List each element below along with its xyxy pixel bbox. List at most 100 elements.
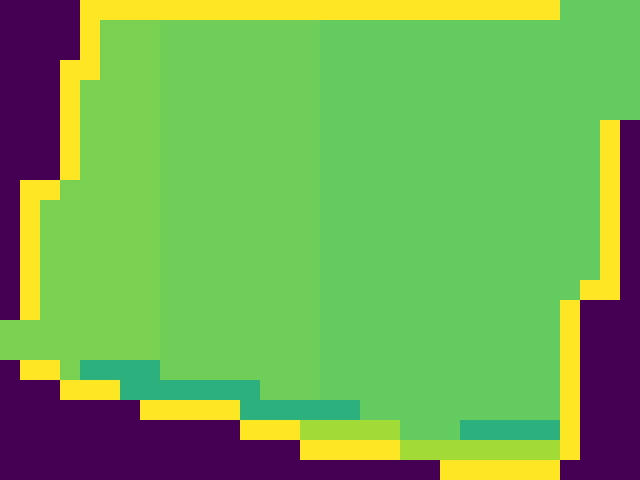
heatmap-cell bbox=[620, 440, 640, 460]
heatmap-cell bbox=[380, 20, 400, 40]
heatmap-cell bbox=[140, 180, 160, 200]
heatmap-cell bbox=[400, 460, 420, 480]
heatmap-cell bbox=[240, 360, 260, 380]
heatmap-cell bbox=[180, 220, 200, 240]
heatmap-cell bbox=[540, 400, 560, 420]
chart-container bbox=[0, 0, 640, 480]
heatmap-cell bbox=[460, 40, 480, 60]
heatmap-cell bbox=[220, 100, 240, 120]
heatmap-cell bbox=[80, 200, 100, 220]
heatmap-cell bbox=[280, 460, 300, 480]
heatmap-cell bbox=[80, 260, 100, 280]
heatmap-cell bbox=[560, 260, 580, 280]
heatmap-cell bbox=[600, 220, 620, 240]
heatmap-cell bbox=[500, 440, 520, 460]
heatmap-cell bbox=[360, 300, 380, 320]
heatmap-cell bbox=[340, 420, 360, 440]
heatmap-cell bbox=[300, 220, 320, 240]
heatmap-cell bbox=[400, 340, 420, 360]
heatmap-cell bbox=[80, 380, 100, 400]
heatmap-cell bbox=[540, 80, 560, 100]
heatmap-cell bbox=[320, 380, 340, 400]
heatmap-cell bbox=[360, 400, 380, 420]
heatmap-cell bbox=[440, 160, 460, 180]
heatmap-cell bbox=[280, 60, 300, 80]
heatmap-cell bbox=[400, 160, 420, 180]
heatmap-cell bbox=[260, 260, 280, 280]
heatmap-cell bbox=[520, 400, 540, 420]
heatmap-cell bbox=[600, 340, 620, 360]
heatmap-cell bbox=[540, 420, 560, 440]
heatmap-cell bbox=[440, 360, 460, 380]
heatmap-cell bbox=[440, 240, 460, 260]
heatmap-cell bbox=[300, 120, 320, 140]
heatmap-cell bbox=[340, 260, 360, 280]
heatmap-cell bbox=[420, 440, 440, 460]
heatmap-cell bbox=[580, 220, 600, 240]
heatmap-cell bbox=[160, 60, 180, 80]
heatmap-cell bbox=[0, 260, 20, 280]
heatmap-cell bbox=[320, 100, 340, 120]
heatmap-cell bbox=[100, 320, 120, 340]
heatmap-cell bbox=[320, 320, 340, 340]
heatmap-cell bbox=[480, 60, 500, 80]
heatmap-cell bbox=[280, 260, 300, 280]
heatmap-cell bbox=[60, 0, 80, 20]
heatmap-cell bbox=[480, 320, 500, 340]
heatmap-cell bbox=[220, 160, 240, 180]
heatmap-cell bbox=[500, 100, 520, 120]
heatmap-cell bbox=[60, 440, 80, 460]
heatmap-cell bbox=[620, 300, 640, 320]
heatmap-cell bbox=[420, 340, 440, 360]
heatmap-cell bbox=[580, 120, 600, 140]
heatmap-cell bbox=[80, 100, 100, 120]
heatmap-cell bbox=[80, 460, 100, 480]
heatmap-cell bbox=[560, 60, 580, 80]
heatmap-cell bbox=[540, 160, 560, 180]
heatmap-cell bbox=[320, 360, 340, 380]
heatmap-cell bbox=[520, 420, 540, 440]
heatmap-cell bbox=[260, 80, 280, 100]
heatmap-cell bbox=[120, 420, 140, 440]
heatmap-cell bbox=[200, 360, 220, 380]
heatmap-cell bbox=[620, 100, 640, 120]
heatmap-cell bbox=[400, 40, 420, 60]
heatmap-cell bbox=[560, 460, 580, 480]
heatmap-cell bbox=[300, 440, 320, 460]
heatmap-cell bbox=[140, 120, 160, 140]
heatmap-cell bbox=[220, 320, 240, 340]
heatmap-cell bbox=[140, 140, 160, 160]
heatmap-cell bbox=[80, 360, 100, 380]
heatmap-cell bbox=[560, 140, 580, 160]
heatmap-cell bbox=[600, 100, 620, 120]
heatmap-cell bbox=[20, 420, 40, 440]
heatmap-cell bbox=[220, 240, 240, 260]
heatmap-cell bbox=[120, 160, 140, 180]
heatmap-cell bbox=[380, 340, 400, 360]
heatmap-cell bbox=[360, 0, 380, 20]
heatmap-cell bbox=[500, 260, 520, 280]
heatmap-cell bbox=[480, 400, 500, 420]
heatmap-cell bbox=[320, 200, 340, 220]
heatmap-cell bbox=[340, 320, 360, 340]
heatmap-cell bbox=[520, 40, 540, 60]
heatmap-cell bbox=[40, 140, 60, 160]
heatmap-cell bbox=[280, 0, 300, 20]
heatmap-cell bbox=[60, 60, 80, 80]
heatmap-cell bbox=[560, 300, 580, 320]
heatmap-cell bbox=[320, 140, 340, 160]
heatmap-cell bbox=[160, 80, 180, 100]
heatmap-cell bbox=[60, 460, 80, 480]
heatmap-cell bbox=[140, 160, 160, 180]
heatmap-cell bbox=[0, 0, 20, 20]
heatmap-cell bbox=[400, 220, 420, 240]
heatmap-cell bbox=[120, 60, 140, 80]
heatmap-cell bbox=[400, 140, 420, 160]
heatmap-cell bbox=[380, 180, 400, 200]
heatmap-cell bbox=[460, 0, 480, 20]
heatmap-cell bbox=[460, 240, 480, 260]
heatmap-cell bbox=[340, 120, 360, 140]
heatmap-cell bbox=[540, 120, 560, 140]
heatmap-cell bbox=[580, 160, 600, 180]
heatmap-cell bbox=[180, 260, 200, 280]
